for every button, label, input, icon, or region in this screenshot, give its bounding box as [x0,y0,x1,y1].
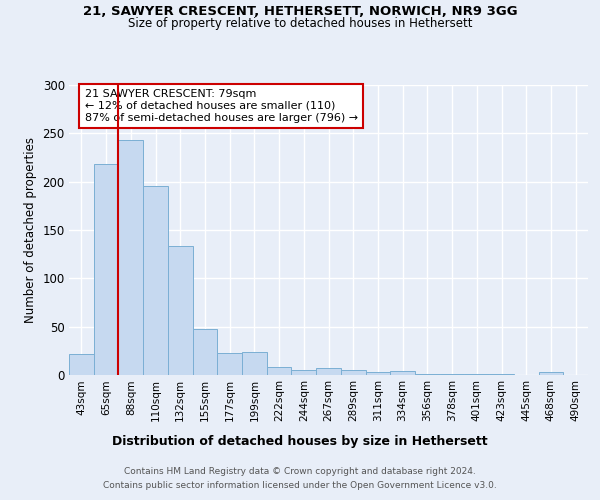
Y-axis label: Number of detached properties: Number of detached properties [24,137,37,323]
Bar [390,371,415,375]
Text: Contains HM Land Registry data © Crown copyright and database right 2024.: Contains HM Land Registry data © Crown c… [124,468,476,476]
Bar [168,246,193,375]
Bar [464,374,489,375]
Bar [539,372,563,375]
Bar [143,186,168,375]
Text: Size of property relative to detached houses in Hethersett: Size of property relative to detached ho… [128,18,472,30]
Bar [292,370,316,375]
Bar [217,353,242,375]
Bar [489,374,514,375]
Bar [267,368,292,375]
Bar [341,370,365,375]
Bar [69,354,94,375]
Bar [193,328,217,375]
Text: Distribution of detached houses by size in Hethersett: Distribution of detached houses by size … [112,435,488,448]
Text: 21, SAWYER CRESCENT, HETHERSETT, NORWICH, NR9 3GG: 21, SAWYER CRESCENT, HETHERSETT, NORWICH… [83,5,517,18]
Text: 21 SAWYER CRESCENT: 79sqm
← 12% of detached houses are smaller (110)
87% of semi: 21 SAWYER CRESCENT: 79sqm ← 12% of detac… [85,90,358,122]
Bar [94,164,118,375]
Bar [118,140,143,375]
Bar [440,374,464,375]
Bar [365,372,390,375]
Bar [316,368,341,375]
Bar [415,374,440,375]
Text: Contains public sector information licensed under the Open Government Licence v3: Contains public sector information licen… [103,481,497,490]
Bar [242,352,267,375]
